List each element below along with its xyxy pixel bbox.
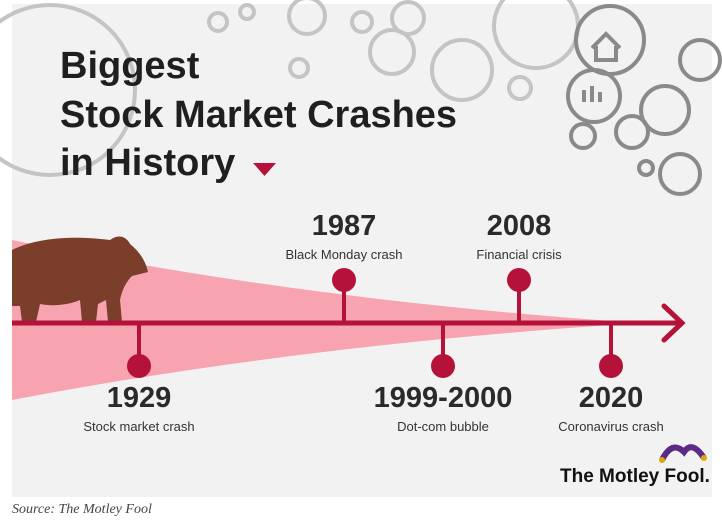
event-year: 2008 [487,210,552,242]
event-year: 1987 [312,210,377,242]
event-label: Black Monday crash [285,247,402,262]
event-dot [332,268,356,292]
event-dot [431,354,455,378]
events: 1929 Stock market crash 1987 Black Monday c… [83,210,663,434]
bear-illustration [12,236,148,322]
event-label: Financial crisis [476,247,562,262]
event-label: Coronavirus crash [558,419,664,434]
logo-text: The Motley Fool. [560,466,710,487]
title-line: Biggest [60,45,200,87]
decoration [0,0,722,196]
title-marker [253,163,276,176]
event-year: 1929 [107,382,172,414]
decline-wedge [12,240,640,400]
logo: The Motley Fool. [560,444,710,487]
event-label: Stock market crash [83,419,194,434]
event-label: Dot-com bubble [397,419,489,434]
source-note: Source: The Motley Fool [12,502,152,517]
timeline-arrow [661,303,686,343]
event-year: 2020 [579,382,644,414]
event-year: 1999-2000 [374,382,513,414]
title-line: Stock Market Crashes [60,94,457,136]
event-dot [127,354,151,378]
event-dot [599,354,623,378]
title-line: in History [60,142,235,184]
event-dot [507,268,531,292]
